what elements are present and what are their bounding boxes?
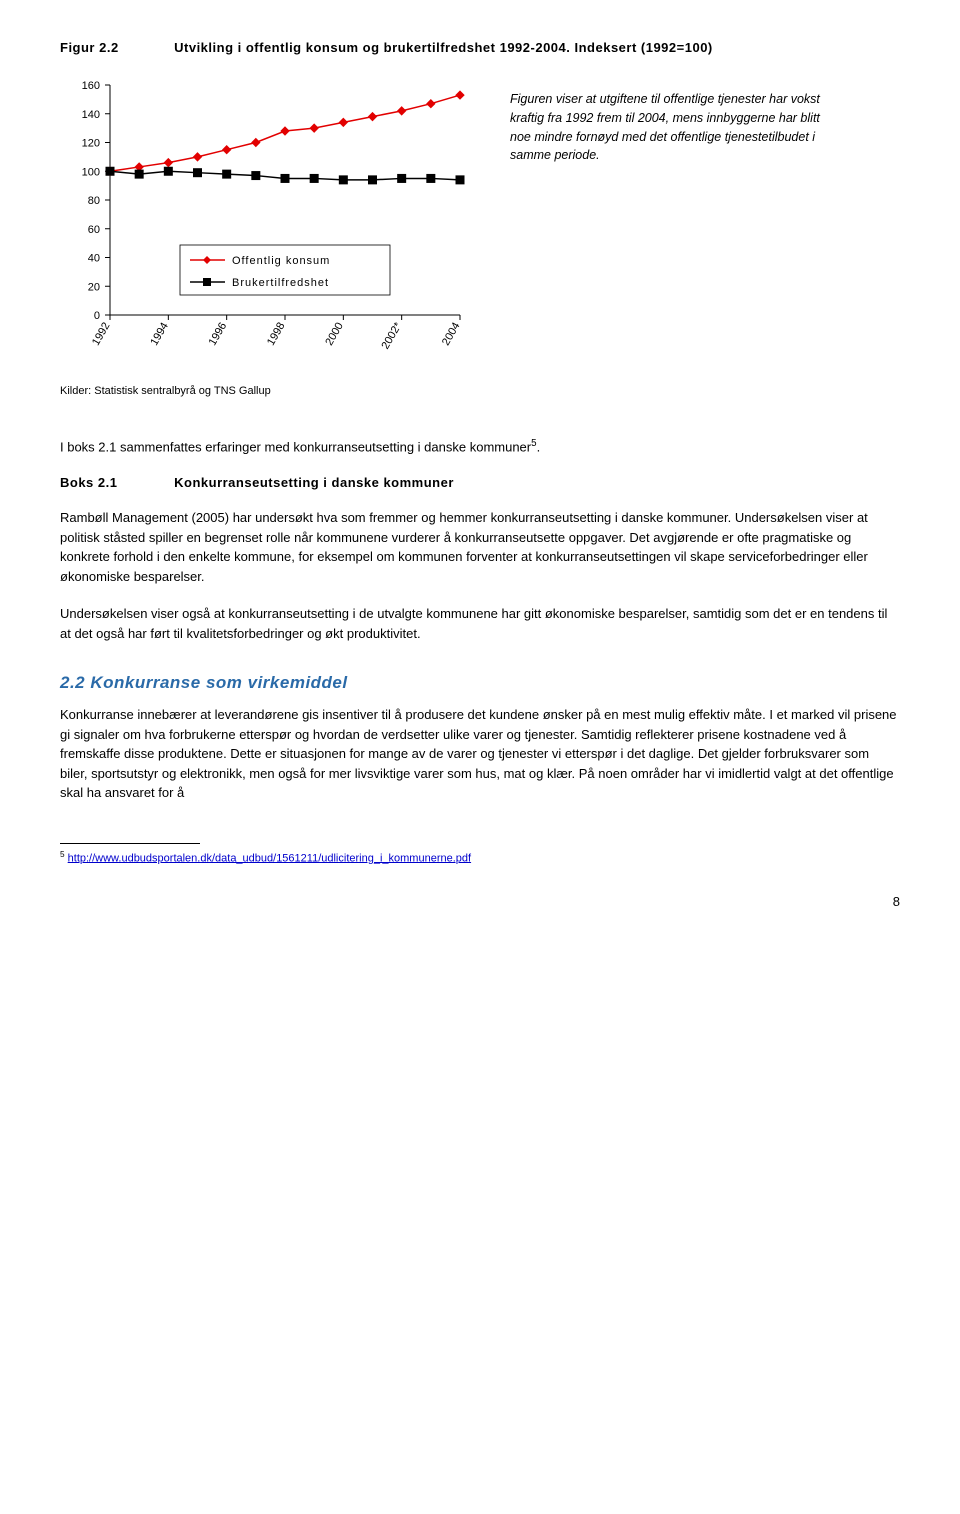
line-chart: 0204060801001201401601992199419961998200…: [60, 75, 480, 355]
section-paragraph: Konkurranse innebærer at leverandørene g…: [60, 705, 900, 803]
chart-with-caption: 0204060801001201401601992199419961998200…: [60, 75, 900, 355]
footnote-link[interactable]: http://www.udbudsportalen.dk/data_udbud/…: [68, 852, 471, 864]
info-box: Boks 2.1 Konkurranseutsetting i danske k…: [60, 473, 900, 644]
intro-paragraph: I boks 2.1 sammenfattes erfaringer med k…: [60, 437, 900, 457]
svg-text:Brukertilfredshet: Brukertilfredshet: [232, 277, 329, 289]
svg-text:0: 0: [94, 310, 100, 322]
svg-text:60: 60: [88, 224, 100, 236]
footnote-separator: [60, 843, 200, 844]
svg-text:160: 160: [82, 80, 100, 92]
svg-text:80: 80: [88, 195, 100, 207]
figure-label: Figur 2.2: [60, 40, 170, 55]
svg-text:140: 140: [82, 109, 100, 121]
intro-text: I boks 2.1 sammenfattes erfaringer med k…: [60, 439, 531, 454]
svg-text:100: 100: [82, 166, 100, 178]
svg-text:120: 120: [82, 138, 100, 150]
svg-text:20: 20: [88, 281, 100, 293]
page-number: 8: [60, 894, 900, 909]
intro-post: .: [537, 439, 541, 454]
figure-title: Figur 2.2 Utvikling i offentlig konsum o…: [60, 40, 900, 55]
figure-caption: Figuren viser at utgiftene til offentlig…: [510, 90, 830, 165]
svg-text:Offentlig konsum: Offentlig konsum: [232, 255, 330, 267]
footnote-number: 5: [60, 850, 65, 859]
sources-line: Kilder: Statistisk sentralbyrå og TNS Ga…: [60, 385, 900, 397]
box-title: Boks 2.1 Konkurranseutsetting i danske k…: [60, 473, 900, 493]
section-heading: 2.2 Konkurranse som virkemiddel: [60, 673, 900, 693]
svg-text:40: 40: [88, 253, 100, 265]
box-title-text: Konkurranseutsetting i danske kommuner: [174, 475, 454, 490]
box-paragraph-2: Undersøkelsen viser også at konkurranseu…: [60, 604, 900, 643]
figure-title-text: Utvikling i offentlig konsum og brukerti…: [174, 40, 713, 55]
footnote: 5 http://www.udbudsportalen.dk/data_udbu…: [60, 850, 900, 865]
box-label: Boks 2.1: [60, 473, 170, 493]
box-paragraph-1: Rambøll Management (2005) har undersøkt …: [60, 508, 900, 586]
